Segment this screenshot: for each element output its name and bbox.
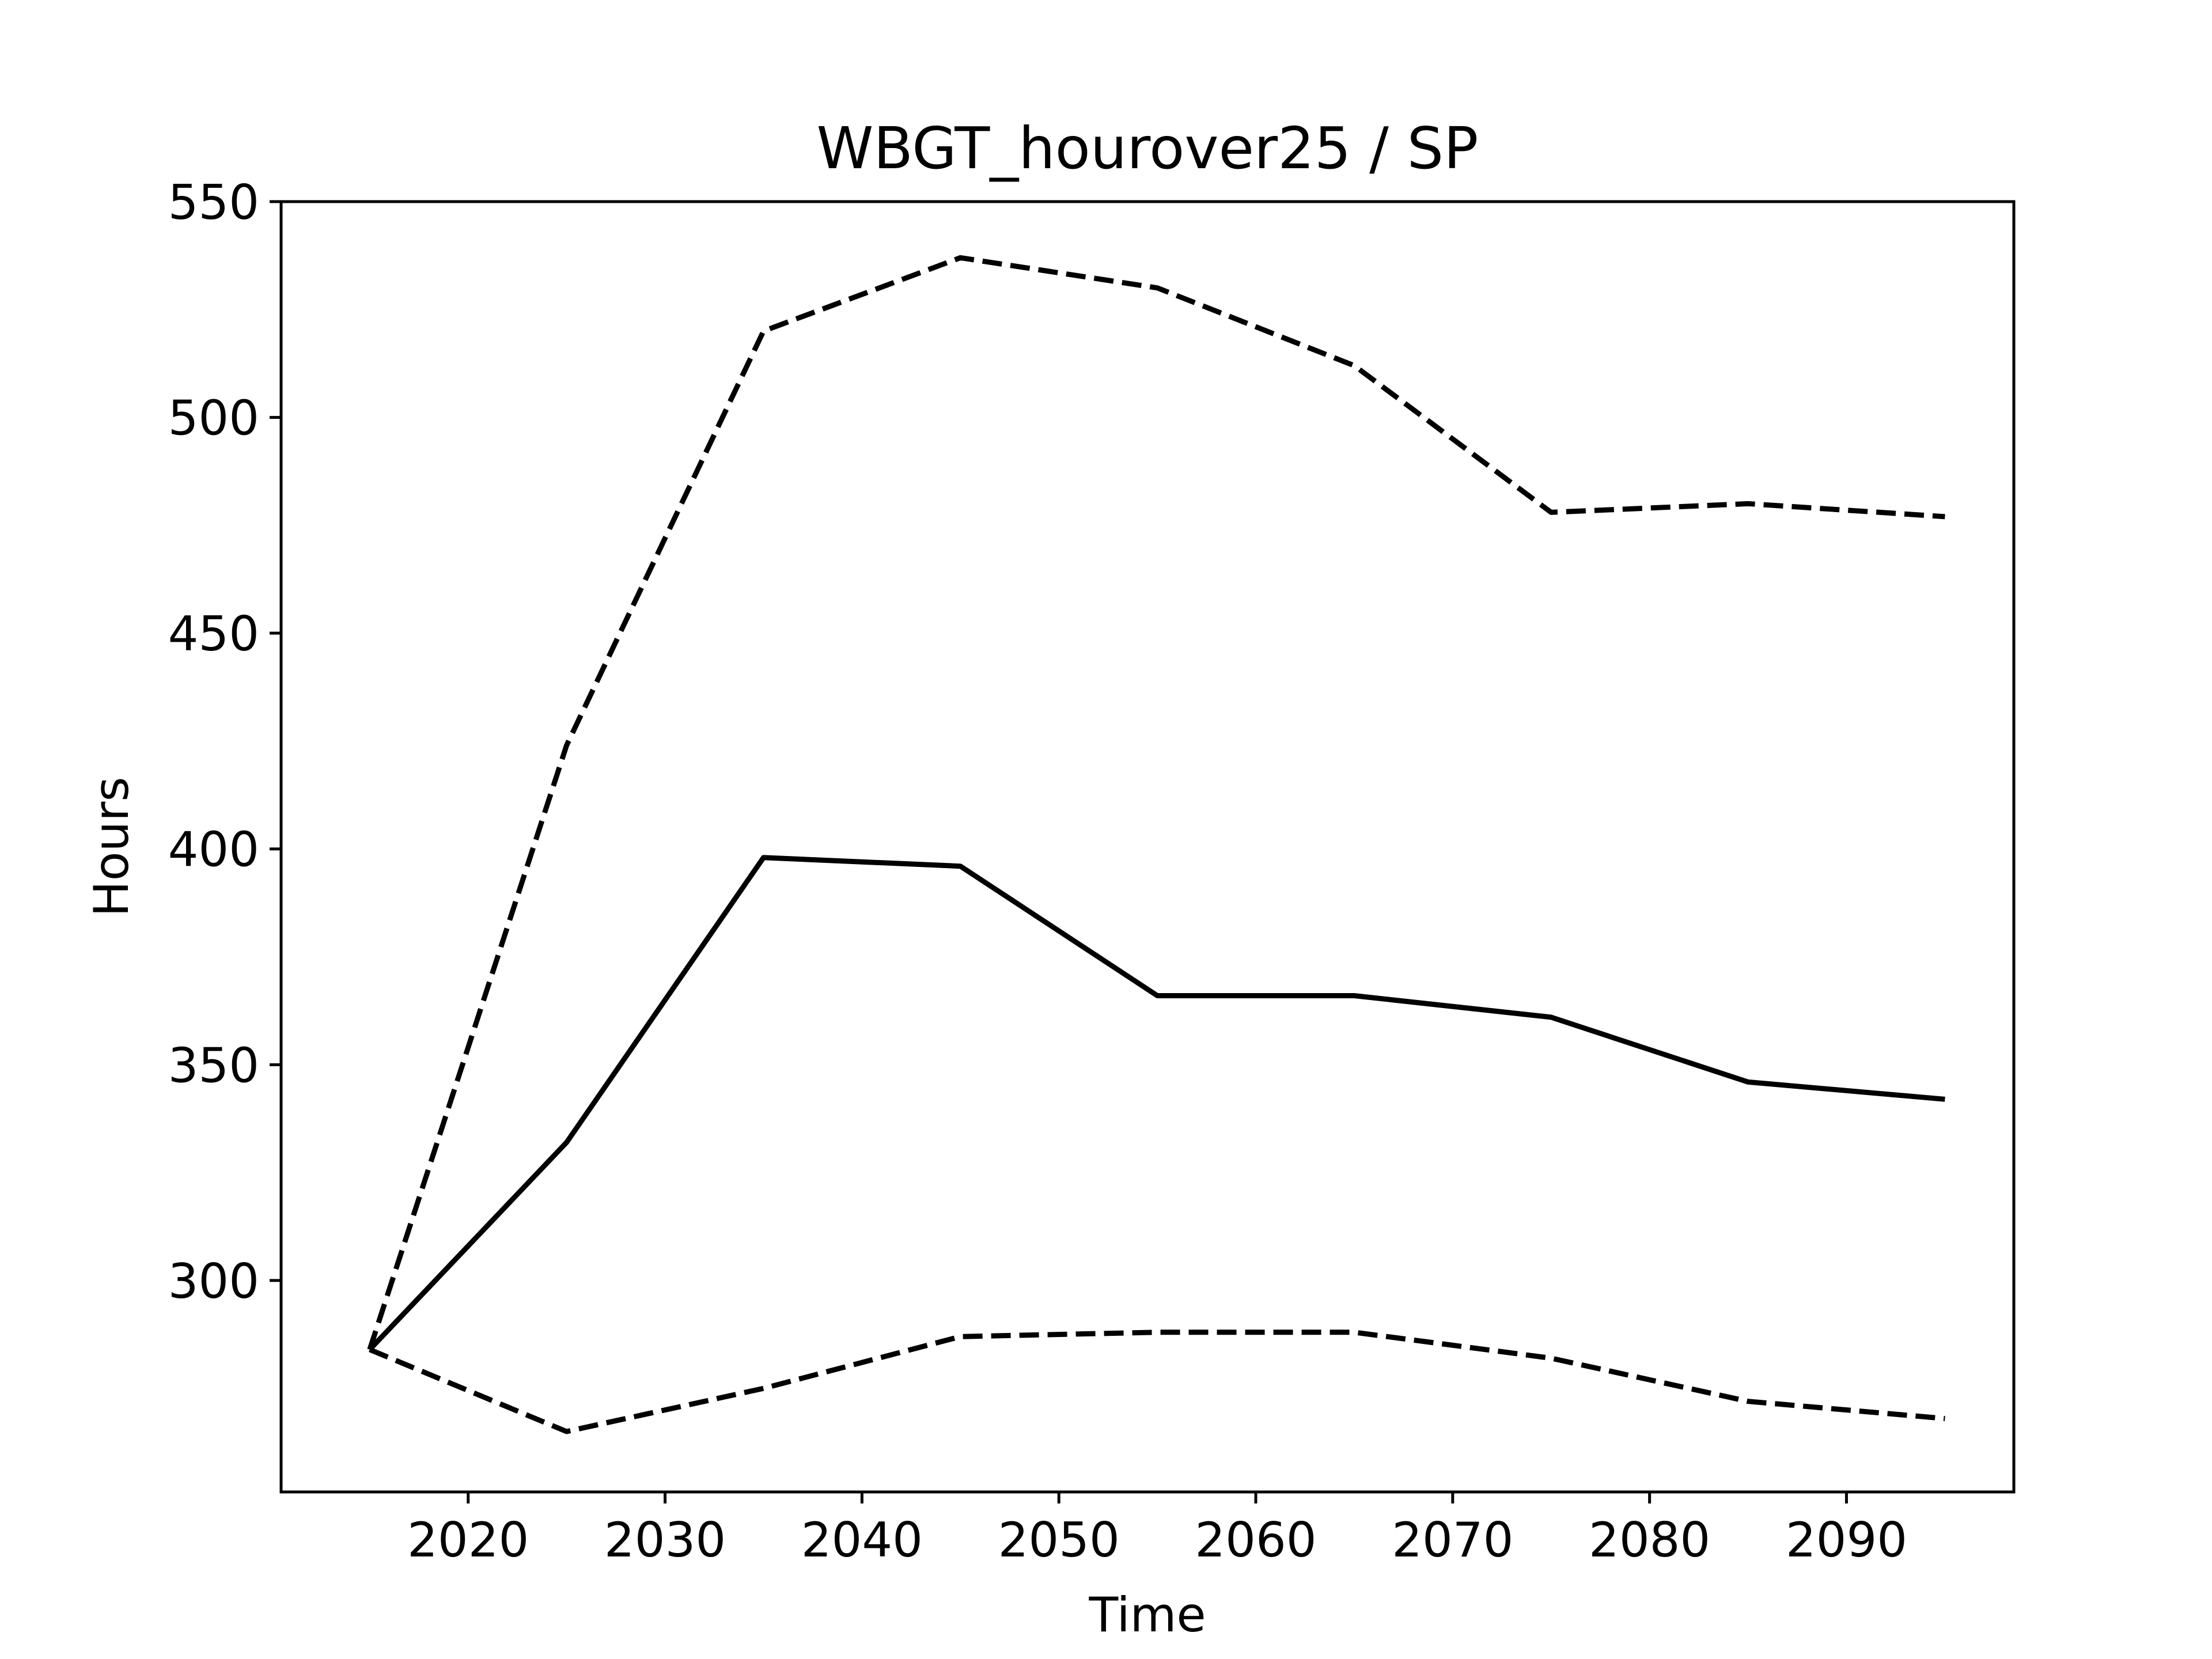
upper-bound-line [367, 255, 1945, 1351]
y-tick-label: 550 [168, 175, 259, 230]
y-axis: 300 350 400 450 500 550 [168, 175, 281, 1309]
x-axis-label: Time [1088, 1587, 1206, 1643]
x-tick-label: 2040 [801, 1512, 923, 1568]
x-tick-label: 2050 [998, 1512, 1120, 1568]
y-tick-label: 450 [168, 606, 259, 662]
x-tick-label: 2030 [604, 1512, 726, 1568]
chart-title: WBGT_hourover25 / SP [817, 115, 1479, 182]
y-tick-label: 300 [168, 1253, 259, 1309]
y-tick-label: 400 [168, 822, 259, 878]
x-tick-label: 2080 [1589, 1512, 1710, 1568]
median-line [368, 855, 1945, 1351]
plot-frame [279, 200, 2016, 1494]
lower-bound-line [369, 1330, 1945, 1434]
x-tick-label: 2090 [1786, 1512, 1907, 1568]
x-axis: 2020 2030 2040 2050 2060 2070 2080 2090 [407, 1492, 1907, 1568]
y-tick-label: 350 [168, 1037, 259, 1093]
x-tick-label: 2070 [1392, 1512, 1513, 1568]
x-tick-label: 2060 [1195, 1512, 1316, 1568]
x-tick-label: 2020 [407, 1512, 529, 1568]
plot-area [367, 255, 1945, 1434]
y-tick-label: 500 [168, 391, 259, 446]
y-axis-label: Hours [84, 777, 139, 916]
